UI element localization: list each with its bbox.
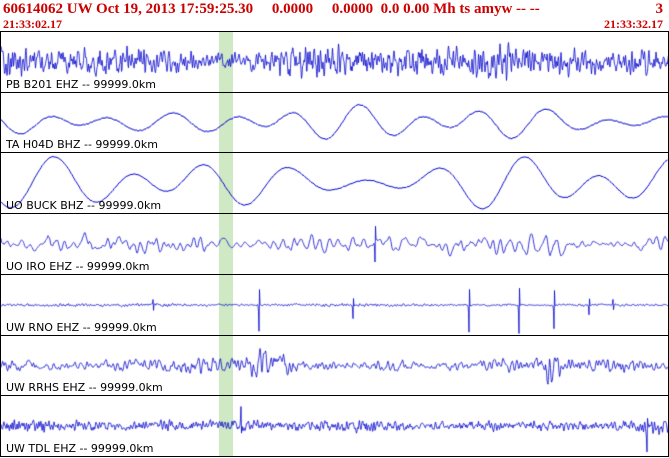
trace-panel[interactable]: UW RNO EHZ -- 99999.0km: [1, 274, 668, 336]
event-header-text: 60614062 UW Oct 19, 2013 17:59:25.30 0.0…: [3, 1, 540, 17]
time-window-row: 21:33:02.17 21:33:32.17: [0, 18, 669, 31]
event-header-row: 60614062 UW Oct 19, 2013 17:59:25.30 0.0…: [0, 0, 669, 18]
trace-label: UW RNO EHZ -- 99999.0km: [6, 320, 157, 334]
trace-label: TA H04D BHZ -- 99999.0km: [6, 138, 158, 152]
trace-label: UO BUCK BHZ -- 99999.0km: [6, 199, 162, 213]
waveform-canvas[interactable]: [1, 274, 668, 335]
waveform-canvas[interactable]: [1, 214, 668, 274]
trace-panel[interactable]: PB B201 EHZ -- 99999.0km: [1, 32, 668, 93]
trace-area[interactable]: PB B201 EHZ -- 99999.0km TA H04D BHZ -- …: [0, 31, 669, 457]
trace-label: UW TDL EHZ -- 99999.0km: [6, 442, 154, 456]
trace-panel[interactable]: UW TDL EHZ -- 99999.0km: [1, 396, 668, 457]
waveform-canvas[interactable]: [1, 92, 668, 153]
window-end-time: 21:33:32.17: [604, 17, 663, 31]
waveform-canvas[interactable]: [1, 396, 668, 457]
trace-count: 3: [655, 1, 664, 17]
trace-panel[interactable]: UW RRHS EHZ -- 99999.0km: [1, 335, 668, 397]
trace-label: UW RRHS EHZ -- 99999.0km: [6, 381, 163, 395]
waveform-canvas[interactable]: [1, 32, 668, 92]
waveform-canvas[interactable]: [1, 153, 668, 214]
window-start-time: 21:33:02.17: [3, 17, 62, 31]
trace-label: PB B201 EHZ -- 99999.0km: [6, 77, 156, 91]
waveform-canvas[interactable]: [1, 335, 668, 396]
trace-panel[interactable]: UO BUCK BHZ -- 99999.0km: [1, 153, 668, 215]
trace-label: UO IRO EHZ -- 99999.0km: [6, 259, 150, 273]
trace-panel[interactable]: TA H04D BHZ -- 99999.0km: [1, 92, 668, 154]
trace-panel[interactable]: UO IRO EHZ -- 99999.0km: [1, 214, 668, 275]
